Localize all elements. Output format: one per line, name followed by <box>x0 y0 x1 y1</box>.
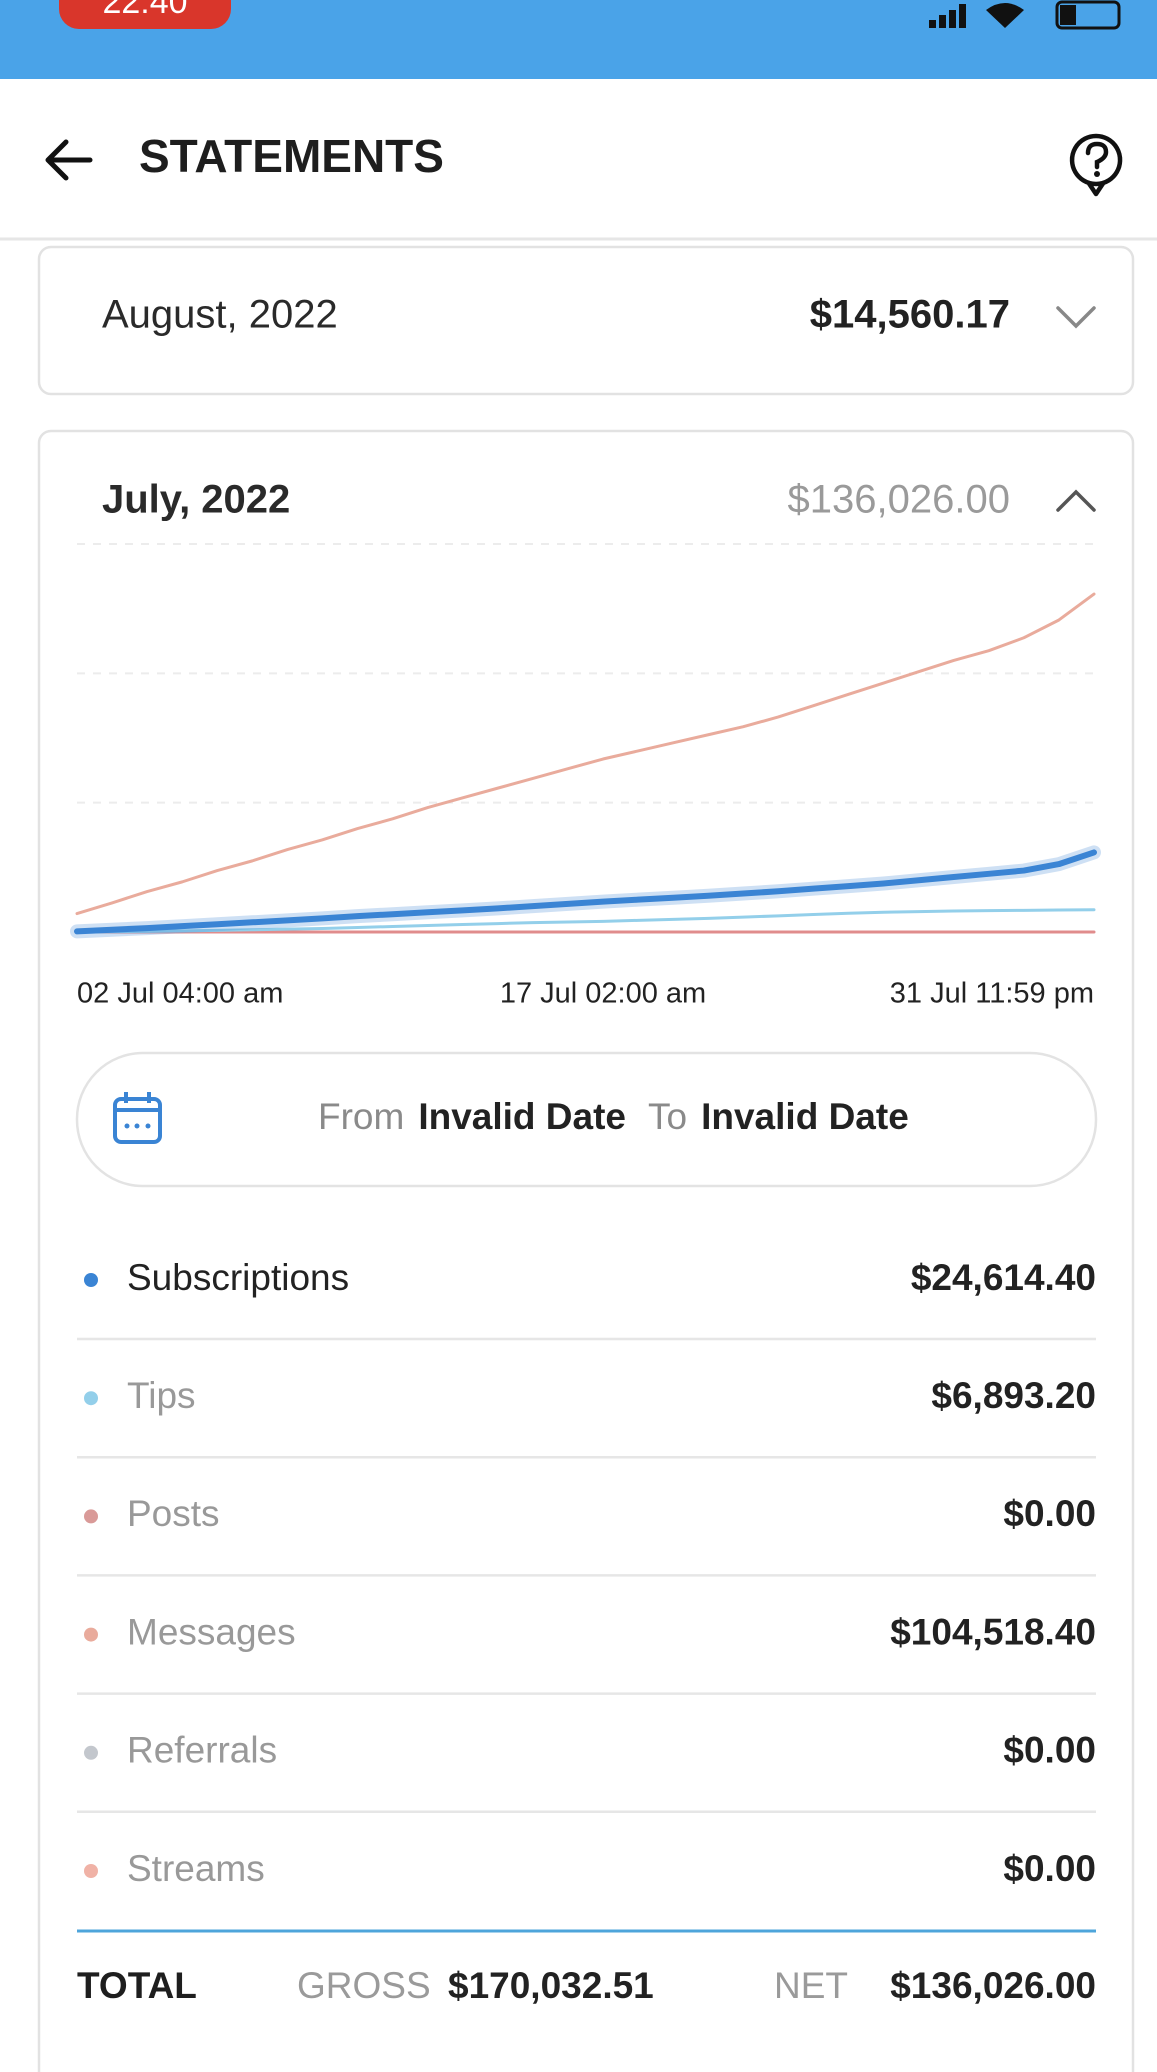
legend-dot <box>84 1627 98 1642</box>
signal-icon <box>929 4 966 28</box>
breakdown-label: Referrals <box>127 1730 277 1771</box>
gross-amount: $170,032.51 <box>448 1965 654 2006</box>
legend-dot <box>84 1273 98 1287</box>
total-label: TOTAL <box>77 1965 197 2006</box>
battery-level <box>1060 5 1076 25</box>
breakdown-row: Streams $0.00 <box>84 1848 1096 1889</box>
breakdown-list: Subscriptions $24,614.40 Tips $6,893.20 Post… <box>77 1257 1096 1889</box>
x-tick-label: 31 Jul 11:59 pm <box>890 978 1094 1010</box>
breakdown-row: Tips $6,893.20 <box>77 1375 1096 1459</box>
from-label: From <box>318 1096 404 1137</box>
statement-amount: $136,026.00 <box>788 478 1010 522</box>
date-filter[interactable]: From Invalid Date To Invalid Date <box>75 1051 1098 1188</box>
breakdown-label: Subscriptions <box>127 1257 349 1298</box>
series-line <box>74 849 1097 935</box>
to-date: Invalid Date <box>701 1096 909 1137</box>
back-button[interactable] <box>40 130 100 190</box>
breakdown-label: Messages <box>127 1611 296 1652</box>
breakdown-row: Referrals $0.00 <box>77 1730 1096 1814</box>
breakdown-amount: $0.00 <box>1003 1848 1096 1889</box>
breakdown-amount: $6,893.20 <box>931 1375 1096 1416</box>
legend-dot <box>84 1509 98 1524</box>
earnings-chart: 02 Jul 04:00 am 17 Jul 02:00 am 31 Jul 11:… <box>70 543 1101 1010</box>
wifi-icon <box>986 3 1024 28</box>
x-tick-label: 02 Jul 04:00 am <box>77 978 283 1010</box>
net-amount: $136,026.00 <box>890 1965 1096 2006</box>
battery-icon <box>1055 0 1121 30</box>
statement-card-july-header[interactable]: July, 2022 $136,026.00 <box>102 478 1096 522</box>
breakdown-amount: $0.00 <box>1003 1730 1096 1771</box>
statement-month: August, 2022 <box>102 293 338 337</box>
breakdown-amount: $0.00 <box>1003 1493 1096 1534</box>
breakdown-amount: $104,518.40 <box>890 1611 1096 1652</box>
breakdown-row: Messages $104,518.40 <box>77 1611 1096 1695</box>
breakdown-row: Posts $0.00 <box>77 1493 1096 1577</box>
statement-month: July, 2022 <box>102 478 290 522</box>
legend-dot <box>84 1864 98 1878</box>
breakdown-row: Subscriptions $24,614.40 <box>77 1257 1096 1341</box>
legend-dot <box>84 1745 98 1760</box>
to-label: To <box>648 1096 687 1137</box>
date-filter-text: From Invalid Date To Invalid Date <box>318 1096 909 1137</box>
statement-amount: $14,560.17 <box>810 293 1010 337</box>
gross-label: GROSS <box>297 1965 431 2006</box>
calendar-icon <box>113 1092 162 1144</box>
page-title: STATEMENTS <box>139 130 444 182</box>
series-line <box>75 908 1096 934</box>
x-tick-label: 17 Jul 02:00 am <box>500 978 706 1010</box>
breakdown-label: Posts <box>127 1493 220 1534</box>
statement-card-august[interactable]: August, 2022 $14,560.17 <box>37 245 1135 396</box>
time-pill <box>59 0 231 29</box>
help-button[interactable] <box>1069 133 1123 197</box>
legend-dot <box>84 1391 98 1406</box>
breakdown-label: Tips <box>127 1375 196 1416</box>
statement-card-july <box>37 429 1135 2072</box>
status-time: 22:40 <box>102 0 187 21</box>
net-label: NET <box>774 1965 848 2006</box>
from-date: Invalid Date <box>418 1096 626 1137</box>
series-line <box>75 592 1096 916</box>
breakdown-label: Streams <box>127 1848 265 1889</box>
breakdown-amount: $24,614.40 <box>911 1257 1096 1298</box>
